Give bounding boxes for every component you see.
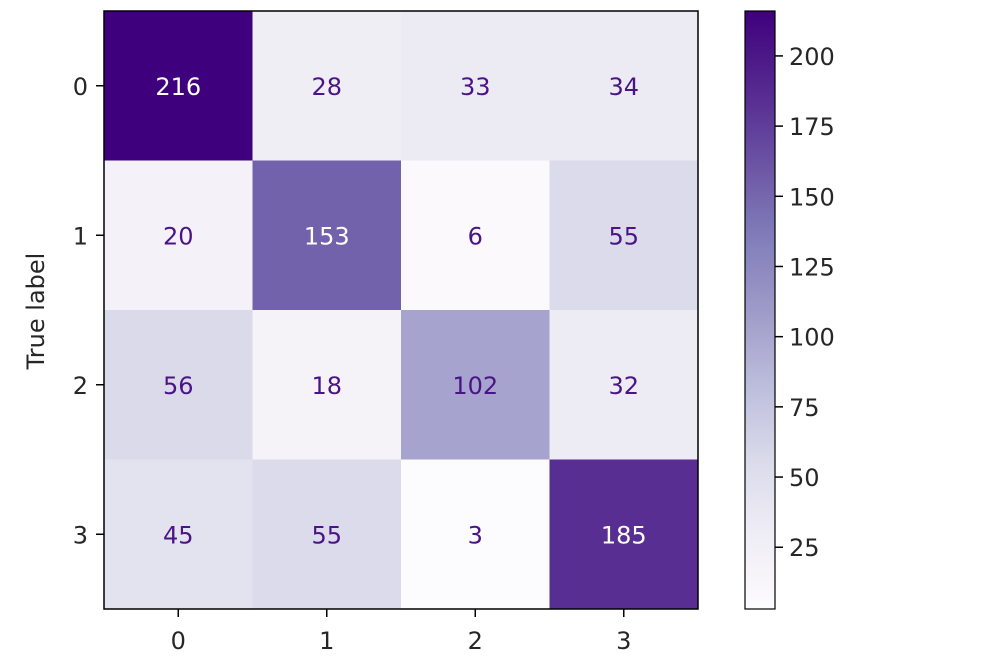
heatmap-cell-2-0 (104, 310, 253, 460)
x-tick-label-0: 0 (171, 627, 186, 655)
cell-value-0-1: 28 (311, 73, 342, 101)
cell-value-3-1: 55 (311, 521, 342, 549)
colorbar-tick-label-0: 25 (789, 534, 820, 562)
y-tick-label-1: 1 (73, 222, 88, 250)
colorbar-tick-label-6: 175 (789, 113, 835, 141)
colorbar-tick-label-3: 100 (789, 324, 835, 352)
cell-value-0-3: 34 (608, 73, 639, 101)
y-axis-ticks: 0 1 2 3 (73, 73, 104, 549)
colorbar-tick-label-1: 50 (789, 464, 820, 492)
heatmap-cell-1-1 (252, 160, 402, 311)
heatmap-cell-0-0 (104, 11, 253, 161)
heatmap-cell-0-1 (252, 11, 402, 161)
colorbar-tick-label-7: 200 (789, 43, 835, 71)
y-tick-label-2: 2 (73, 372, 88, 400)
heatmap-cells (104, 11, 699, 610)
cell-value-1-0: 20 (163, 222, 194, 250)
x-tick-label-2: 2 (468, 627, 483, 655)
heatmap-cell-3-2 (401, 459, 550, 610)
heatmap-cell-1-2 (401, 160, 550, 311)
heatmap-cell-3-3 (549, 459, 699, 610)
cell-value-2-2: 102 (452, 372, 498, 400)
plot-frame (103, 10, 699, 610)
cell-value-2-1: 18 (311, 372, 342, 400)
colorbar-ticks: 25 50 75 100 125 150 175 200 (775, 43, 835, 562)
cell-value-0-2: 33 (460, 73, 491, 101)
heatmap-cell-0-2 (401, 11, 550, 161)
colorbar-tick-label-4: 125 (789, 253, 835, 281)
heatmap-cell-2-2 (401, 310, 550, 460)
heatmap-cell-3-0 (104, 459, 253, 610)
y-axis-title: True label (22, 253, 50, 371)
cell-value-labels: 216 28 33 34 20 153 6 55 56 18 102 32 45 55 3 185 (155, 73, 646, 550)
cell-value-3-3: 185 (601, 521, 647, 549)
x-tick-label-1: 1 (319, 627, 334, 655)
heatmap-cell-1-3 (549, 160, 699, 311)
cell-value-1-3: 55 (608, 222, 639, 250)
cell-value-2-0: 56 (163, 372, 194, 400)
cell-value-0-0: 216 (155, 73, 201, 101)
colorbar-tick-label-5: 150 (789, 183, 835, 211)
heatmap-cell-2-1 (252, 310, 402, 460)
colorbar-tick-label-2: 75 (789, 394, 820, 422)
cell-value-2-3: 32 (608, 372, 639, 400)
cell-value-1-2: 6 (468, 222, 483, 250)
x-axis-ticks: 0 1 2 3 (171, 609, 631, 655)
heatmap-cell-2-3 (549, 310, 699, 460)
cell-value-3-0: 45 (163, 521, 194, 549)
x-tick-label-3: 3 (616, 627, 631, 655)
cell-value-3-2: 3 (468, 521, 483, 549)
y-tick-label-0: 0 (73, 73, 88, 101)
heatmap-cell-3-1 (252, 459, 402, 610)
heatmap-cell-1-0 (104, 160, 253, 311)
y-tick-label-3: 3 (73, 521, 88, 549)
colorbar (744, 10, 776, 610)
cell-value-1-1: 153 (304, 222, 350, 250)
heatmap-cell-0-3 (549, 11, 699, 161)
